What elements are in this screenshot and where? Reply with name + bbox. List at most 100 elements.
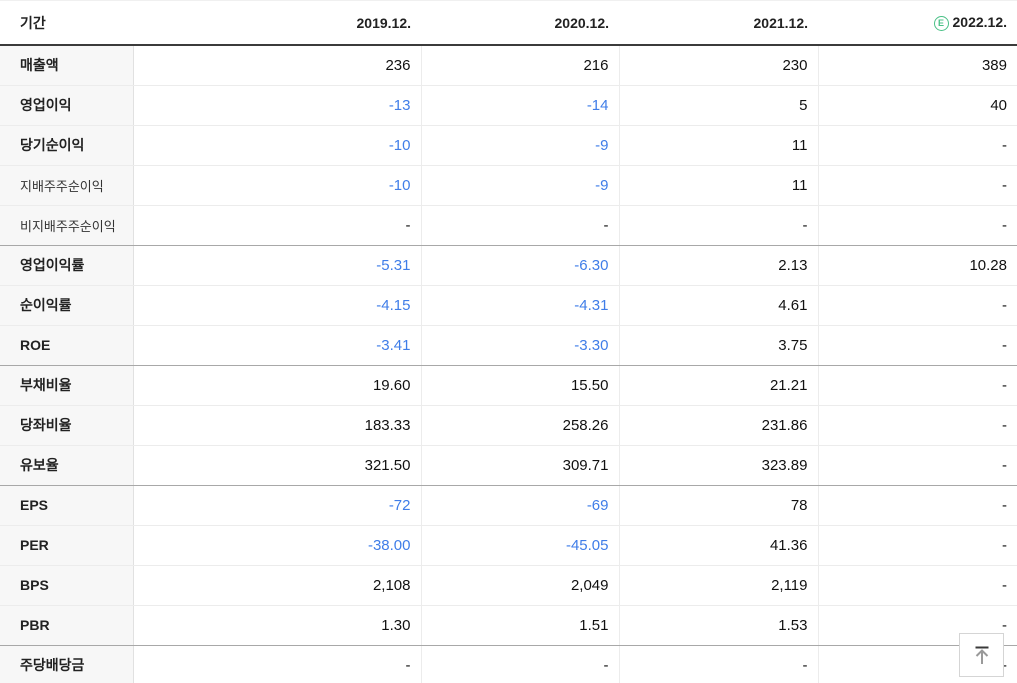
cell-value: 2,049 — [421, 565, 620, 606]
cell-value: 41.36 — [619, 525, 819, 566]
table-row: BPS 2,108 2,049 2,119- — [0, 565, 1017, 606]
column-header-2020-12: 2020.12. — [421, 0, 619, 46]
row-label: EPS — [0, 485, 134, 526]
cell-value: -10 — [133, 165, 422, 206]
column-header-label: 2022.12. — [952, 14, 1008, 30]
scroll-to-top-button[interactable] — [959, 633, 1004, 677]
cell-value: 1.30 — [133, 605, 422, 646]
cell-value: -4.31 — [421, 285, 620, 326]
table-row: 당기순이익 -10 -9 11- — [0, 125, 1017, 166]
cell-value: -45.05 — [421, 525, 620, 566]
cell-value: 231.86 — [619, 405, 819, 446]
cell-value: - — [818, 565, 1017, 606]
cell-value: - — [818, 125, 1017, 166]
cell-value: - — [818, 485, 1017, 526]
cell-value: 78 — [619, 485, 819, 526]
cell-value: - — [818, 165, 1017, 206]
table-row: 영업이익률 -5.31 -6.30 2.13 10.28 — [0, 245, 1017, 286]
cell-value: - — [619, 205, 819, 246]
cell-value: -5.31 — [133, 245, 422, 286]
cell-value: -14 — [421, 85, 620, 126]
column-header-label: 2020.12. — [554, 14, 610, 31]
cell-value: - — [133, 645, 422, 683]
cell-value: 309.71 — [421, 445, 620, 486]
cell-value: 230 — [619, 45, 819, 86]
cell-value: 11 — [619, 125, 819, 166]
row-label: PBR — [0, 605, 134, 646]
cell-value: -38.00 — [133, 525, 422, 566]
cell-value: - — [818, 405, 1017, 446]
row-label: 비지배주주순이익 — [0, 205, 134, 246]
row-label: 지배주주순이익 — [0, 165, 134, 206]
row-label: 부채비율 — [0, 365, 134, 406]
header-row: 기간 2019.12. 2020.12. 2021.12. E 2022.12. — [0, 0, 1017, 46]
cell-value: 1.53 — [619, 605, 819, 646]
table-row: 당좌비율 183.33 258.26 231.86- — [0, 405, 1017, 446]
cell-value: 3.75 — [619, 325, 819, 366]
row-label: BPS — [0, 565, 134, 606]
cell-value: 19.60 — [133, 365, 422, 406]
table-body: 매출액 236 216 230 389 영업이익 -13 -14 5 40 당기순이익 -1… — [0, 45, 1017, 683]
cell-value: -3.41 — [133, 325, 422, 366]
row-label: PER — [0, 525, 134, 566]
cell-value: 321.50 — [133, 445, 422, 486]
cell-value: 10.28 — [818, 245, 1017, 286]
column-header-2021-12: 2021.12. — [619, 0, 818, 46]
table-row: EPS -72 -69 78- — [0, 485, 1017, 526]
cell-value: -9 — [421, 165, 620, 206]
column-header-label: 2019.12. — [356, 14, 412, 31]
cell-value: - — [619, 645, 819, 683]
cell-value: - — [818, 205, 1017, 246]
column-header-2019-12: 2019.12. — [133, 0, 421, 46]
cell-value: 258.26 — [421, 405, 620, 446]
row-label: 매출액 — [0, 45, 134, 86]
row-label: 순이익률 — [0, 285, 134, 326]
table-row: PER -38.00 -45.05 41.36- — [0, 525, 1017, 566]
table-row: 지배주주순이익 -10 -9 11- — [0, 165, 1017, 206]
cell-value: -4.15 — [133, 285, 422, 326]
row-label: ROE — [0, 325, 134, 366]
column-header-label: 2021.12. — [753, 14, 809, 31]
cell-value: 11 — [619, 165, 819, 206]
cell-value: - — [818, 525, 1017, 566]
table-row: PBR 1.30 1.51 1.53- — [0, 605, 1017, 646]
table-row: ROE -3.41 -3.30 3.75- — [0, 325, 1017, 366]
cell-value: 4.61 — [619, 285, 819, 326]
row-label: 당기순이익 — [0, 125, 134, 166]
table-row: 매출액 236 216 230 389 — [0, 45, 1017, 86]
table-row: 순이익률 -4.15 -4.31 4.61- — [0, 285, 1017, 326]
cell-value: 15.50 — [421, 365, 620, 406]
column-header-2022-12-estimate: E 2022.12. — [818, 0, 1017, 46]
row-label: 영업이익률 — [0, 245, 134, 286]
cell-value: 236 — [133, 45, 422, 86]
cell-value: 1.51 — [421, 605, 620, 646]
table-row: 유보율 321.50 309.71 323.89- — [0, 445, 1017, 486]
row-label: 주당배당금 — [0, 645, 134, 683]
cell-value: 40 — [818, 85, 1017, 126]
cell-value: - — [421, 645, 620, 683]
cell-value: 216 — [421, 45, 620, 86]
cell-value: - — [818, 365, 1017, 406]
cell-value: 21.21 — [619, 365, 819, 406]
row-label: 영업이익 — [0, 85, 134, 126]
cell-value: - — [818, 445, 1017, 486]
cell-value: -13 — [133, 85, 422, 126]
table-row: 영업이익 -13 -14 5 40 — [0, 85, 1017, 126]
cell-value: -3.30 — [421, 325, 620, 366]
table-row: 주당배당금 ---- — [0, 645, 1017, 683]
row-label: 당좌비율 — [0, 405, 134, 446]
cell-value: 389 — [818, 45, 1017, 86]
cell-value: 2,119 — [619, 565, 819, 606]
period-header-label: 기간 — [0, 0, 133, 46]
cell-value: - — [818, 325, 1017, 366]
table-row: 부채비율 19.60 15.50 21.21- — [0, 365, 1017, 406]
cell-value: - — [818, 285, 1017, 326]
cell-value: 183.33 — [133, 405, 422, 446]
cell-value: 323.89 — [619, 445, 819, 486]
cell-value: -72 — [133, 485, 422, 526]
cell-value: -6.30 — [421, 245, 620, 286]
cell-value: 2,108 — [133, 565, 422, 606]
cell-value: -9 — [421, 125, 620, 166]
